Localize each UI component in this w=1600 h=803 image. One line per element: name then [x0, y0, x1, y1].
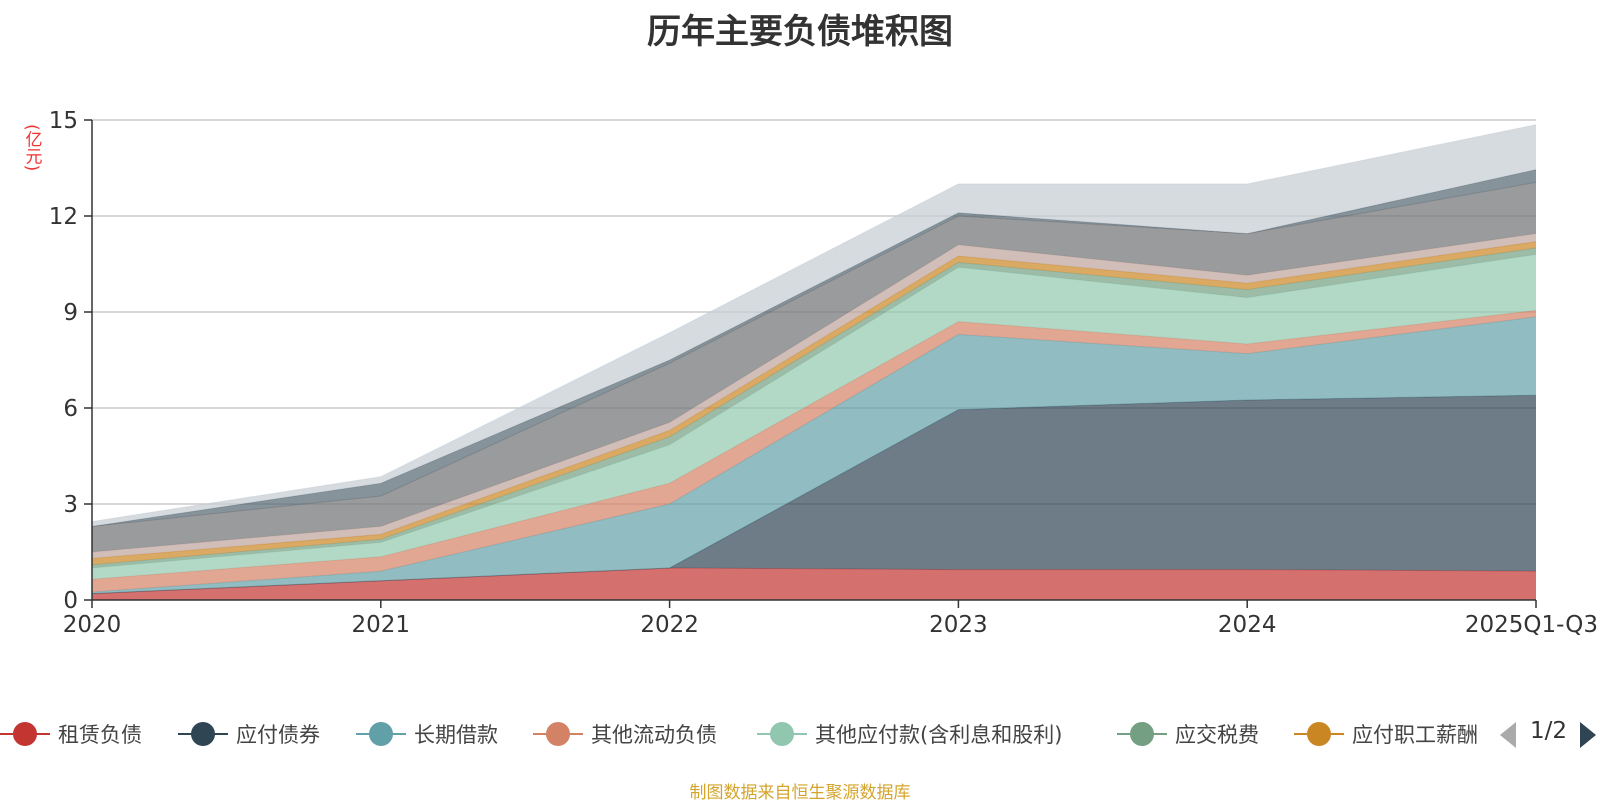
legend-marker-icon [356, 719, 406, 749]
y-tick-label: 0 [63, 588, 78, 614]
legend-item[interactable]: 租赁负债 [0, 714, 142, 754]
legend-item[interactable]: 其他应付款(含利息和股利) [757, 714, 1062, 754]
legend-item[interactable]: 应交税费 [1117, 714, 1259, 754]
legend-item[interactable]: 长期借款 [356, 714, 498, 754]
stacked-area-chart: 0 3 6 9 12 15 2020 2021 2022 2023 2024 2025Q1-Q3 [49, 108, 1598, 638]
legend-page-indicator: 1/2 [1530, 718, 1568, 744]
legend-label: 应付债券 [236, 723, 320, 747]
legend-label: 长期借款 [414, 723, 498, 747]
area-series-2 [92, 316, 1536, 594]
chart-title: 历年主要负债堆积图 [647, 12, 953, 52]
legend-label: 应付职工薪酬 [1352, 723, 1478, 747]
legend-marker-icon [178, 719, 228, 749]
x-tick-label: 2025Q1-Q3 [1465, 612, 1598, 638]
series-line-2 [91, 316, 1537, 593]
legend-label: 其他流动负债 [591, 723, 717, 747]
legend-next-page-icon[interactable] [1580, 722, 1596, 748]
legend-item[interactable]: 其他流动负债 [533, 714, 717, 754]
y-tick-label: 3 [63, 492, 78, 518]
legend-prev-page-icon[interactable] [1500, 722, 1516, 748]
legend-item[interactable]: 应付债券 [178, 714, 320, 754]
legend-marker-icon [1294, 719, 1344, 749]
legend-marker-icon [1117, 719, 1167, 749]
legend-marker-icon [757, 719, 807, 749]
x-tick-label: 2021 [352, 612, 411, 638]
x-tick-label: 2023 [929, 612, 988, 638]
series-line-10 [91, 124, 1537, 523]
legend-marker-icon [533, 719, 583, 749]
x-tick-label: 2024 [1218, 612, 1277, 638]
legend-label: 租赁负债 [58, 723, 142, 747]
legend-items-clip: 租赁负债 应付债券 长期借款 其他流动负债 其他应付款(含利息和股利) 应交税费 应付职工薪… [0, 714, 1484, 754]
legend-label: 应交税费 [1175, 723, 1259, 747]
area-series-1 [92, 395, 1536, 594]
x-tick-label: 2020 [63, 612, 122, 638]
x-tick-label: 2022 [640, 612, 699, 638]
y-tick-label: 15 [49, 108, 78, 134]
legend-marker-icon [0, 719, 50, 749]
legend-label: 其他应付款(含利息和股利) [815, 723, 1063, 747]
y-tick-label: 6 [63, 396, 78, 422]
y-tick-label: 12 [49, 204, 78, 230]
area-series-0 [92, 568, 1536, 600]
area-layer [91, 124, 1537, 600]
legend-item[interactable]: 应付职工薪酬 [1294, 714, 1478, 754]
area-series-8 [92, 182, 1536, 552]
y-tick-label: 9 [63, 300, 78, 326]
axes: 0 3 6 9 12 15 2020 2021 2022 2023 2024 2025Q1-Q3 [49, 108, 1598, 638]
area-series-9 [92, 169, 1536, 527]
y-axis-unit-label: (亿元) [21, 124, 42, 172]
area-series-4 [92, 254, 1536, 580]
legend: 租赁负债 应付债券 长期借款 其他流动负债 其他应付款(含利息和股利) 应交税费 应付职工薪… [0, 714, 1600, 754]
source-note: 制图数据来自恒生聚源数据库 [689, 783, 911, 803]
area-series-10 [92, 124, 1536, 527]
